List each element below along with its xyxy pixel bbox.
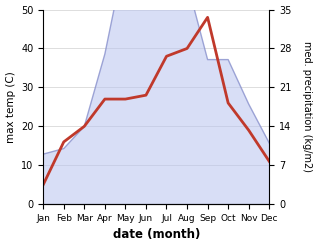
Y-axis label: med. precipitation (kg/m2): med. precipitation (kg/m2): [302, 41, 313, 172]
X-axis label: date (month): date (month): [113, 228, 200, 242]
Y-axis label: max temp (C): max temp (C): [5, 71, 16, 143]
